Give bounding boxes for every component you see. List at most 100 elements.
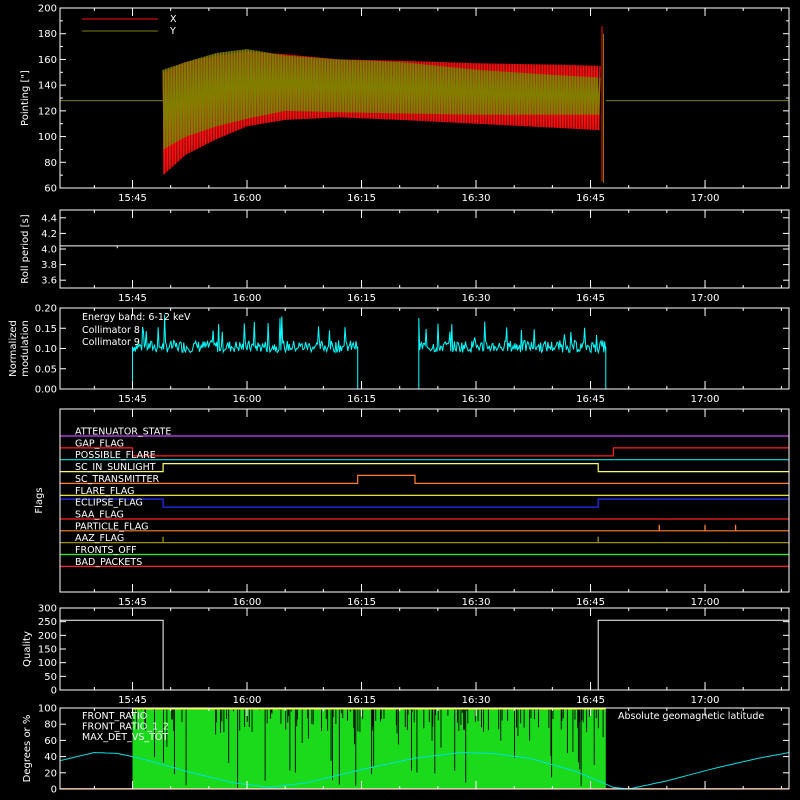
quality-x-tick-label: 16:30 <box>462 695 491 706</box>
ratios-y-tick-label: 60 <box>44 736 57 747</box>
ratios-x-axis <box>93 708 782 789</box>
pointing-envelope-y <box>163 49 599 150</box>
flag-label: ATTENUATOR_STATE <box>75 427 171 438</box>
quality-trace <box>60 619 789 691</box>
flag-label: ECLIPSE_FLAG <box>75 498 143 509</box>
pointing-legend-label-y: Y <box>169 26 176 37</box>
flags-x-tick-label: 17:00 <box>691 597 720 608</box>
roll-y-tick-label: 4.0 <box>41 245 57 256</box>
pointing-x-tick-label: 16:15 <box>347 193 376 204</box>
flags-x-tick-label: 16:15 <box>347 597 376 608</box>
flag-trace <box>60 463 789 473</box>
modulation-x-tick-label: 16:30 <box>462 394 491 405</box>
flag-trace <box>60 498 789 508</box>
modulation-legend-8: Collimator 8 <box>82 325 140 336</box>
modulation-x-tick-label: 16:15 <box>347 394 376 405</box>
quality-y-tick-label: 0 <box>51 686 57 697</box>
modulation-y-tick-label: 0.00 <box>35 385 57 396</box>
modulation-x-tick-label: 16:45 <box>576 394 605 405</box>
roll-y-tick-label: 3.8 <box>41 260 57 271</box>
flag-label: SC_TRANSMITTER <box>75 474 160 485</box>
pointing-y-label: Pointing ["] <box>20 70 31 126</box>
roll-x-tick-label: 16:15 <box>347 293 376 304</box>
roll-y-tick-label: 3.6 <box>41 276 57 287</box>
modulation-y-tick-label: 0.20 <box>35 304 57 315</box>
quality-y-tick-label: 50 <box>44 672 57 683</box>
ratios-y-tick-label: 0 <box>51 785 57 796</box>
ratios-latitude-label: Absolute geomagnetic latitude <box>618 711 764 722</box>
modulation-y-tick-label: 0.10 <box>35 344 57 355</box>
quality-y-tick-label: 300 <box>38 604 57 615</box>
modulation-legend-9: Collimator 9 <box>82 337 140 348</box>
pointing-y-tick-label: 100 <box>38 132 57 143</box>
flag-row-fronts-off: FRONTS_OFF <box>60 545 789 556</box>
flag-row-particle-flag: PARTICLE_FLAG <box>60 521 789 532</box>
ratios-legend-max-det-vs-tot: MAX_DET_VS_TOT <box>82 732 168 743</box>
ratios-legend-front-ratio: FRONT_RATIO <box>82 711 147 722</box>
modulation-y-tick-label: 0.15 <box>35 324 57 335</box>
modulation-collimator8-series <box>132 314 607 389</box>
pointing-x-tick-label: 16:30 <box>462 193 491 204</box>
flag-label: SAA_FLAG <box>75 509 124 520</box>
modulation-y-tick-label: 0.05 <box>35 364 57 375</box>
flag-label: AAZ_FLAG <box>75 533 124 544</box>
quality-y-tick-label: 150 <box>38 645 57 656</box>
roll-x-tick-label: 16:00 <box>233 293 262 304</box>
flags-x-axis: 15:45 16:00 16:15 16:30 16:45 17:00 <box>93 409 782 608</box>
ratios-y-tick-label: 100 <box>38 704 57 715</box>
quality-y-label: Quality <box>22 631 33 667</box>
modulation-energy-band: Energy band: 6-12 keV <box>82 312 191 323</box>
flags-frame <box>59 408 790 593</box>
flag-row-saa-flag: SAA_FLAG <box>60 509 789 520</box>
flag-row-sc-in-sunlight: SC_IN_SUNLIGHT <box>60 462 789 473</box>
quality-y-tick-label: 200 <box>38 631 57 642</box>
ratios-frame <box>59 707 790 790</box>
ratios-y-axis: 0 20 40 60 80 100 <box>38 704 789 796</box>
quality-x-tick-label: 16:00 <box>233 695 262 706</box>
flags-y-label: Flags <box>34 487 45 513</box>
roll-y-label: Roll period [s] <box>20 214 31 283</box>
pointing-y-tick-label: 160 <box>38 55 57 66</box>
modulation-x-axis: 15:45 16:00 16:15 16:30 16:45 17:00 <box>93 308 782 405</box>
flag-label: GAP_FLAG <box>75 438 124 449</box>
roll-frame <box>59 209 790 289</box>
flag-row-attenuator-state: ATTENUATOR_STATE <box>60 427 789 438</box>
roll-y-axis: 3.6 3.8 4.0 4.2 4.4 <box>41 213 789 287</box>
modulation-x-tick-label: 16:00 <box>233 394 262 405</box>
flags-x-tick-label: 16:45 <box>576 597 605 608</box>
flag-label: PARTICLE_FLAG <box>75 521 148 532</box>
flag-row-eclipse-flag: ECLIPSE_FLAG <box>60 498 789 509</box>
quality-x-tick-label: 15:45 <box>118 695 147 706</box>
flags-x-tick-label: 16:00 <box>233 597 262 608</box>
roll-x-tick-label: 15:45 <box>118 293 147 304</box>
ratios-latitude-curve <box>59 751 790 790</box>
quality-y-tick-label: 250 <box>38 617 57 628</box>
flag-label: BAD_PACKETS <box>75 557 142 568</box>
flag-row-aaz-flag: AAZ_FLAG <box>60 533 789 544</box>
quality-x-tick-label: 16:15 <box>347 695 376 706</box>
pointing-y-tick-label: 180 <box>38 29 57 40</box>
flag-trace <box>60 474 789 484</box>
ratios-green-band <box>132 708 606 789</box>
quality-y-axis: 0 50 100 150 200 250 300 <box>38 604 789 697</box>
pointing-series-y <box>162 49 601 150</box>
ratios-y-tick-label: 40 <box>44 752 57 763</box>
pointing-x-axis: 15:45 16:00 16:15 16:30 16:45 17:00 <box>93 8 782 204</box>
quality-x-tick-label: 16:45 <box>576 695 605 706</box>
flags-x-tick-label: 16:30 <box>462 597 491 608</box>
flag-row-gap-flag: GAP_FLAG <box>60 438 789 457</box>
modulation-collimator8-trace <box>132 314 359 389</box>
pointing-x-tick-label: 17:00 <box>691 193 720 204</box>
roll-y-tick-label: 4.4 <box>41 213 57 224</box>
quality-x-tick-label: 17:00 <box>691 695 720 706</box>
flag-label: SC_IN_SUNLIGHT <box>75 462 156 473</box>
flag-row-possible-flare: POSSIBLE_FLARE <box>60 450 789 461</box>
modulation-x-tick-label: 15:45 <box>118 394 147 405</box>
flag-row-flare-flag: FLARE_FLAG <box>60 486 789 497</box>
pointing-y-tick-label: 80 <box>44 158 57 169</box>
pointing-y-tick-label: 60 <box>44 184 57 195</box>
ratios-y-tick-label: 80 <box>44 720 57 731</box>
quality-x-axis: 15:45 16:00 16:15 16:30 16:45 17:00 <box>93 608 782 706</box>
roll-x-tick-label: 17:00 <box>691 293 720 304</box>
flags-x-tick-label: 15:45 <box>118 597 147 608</box>
